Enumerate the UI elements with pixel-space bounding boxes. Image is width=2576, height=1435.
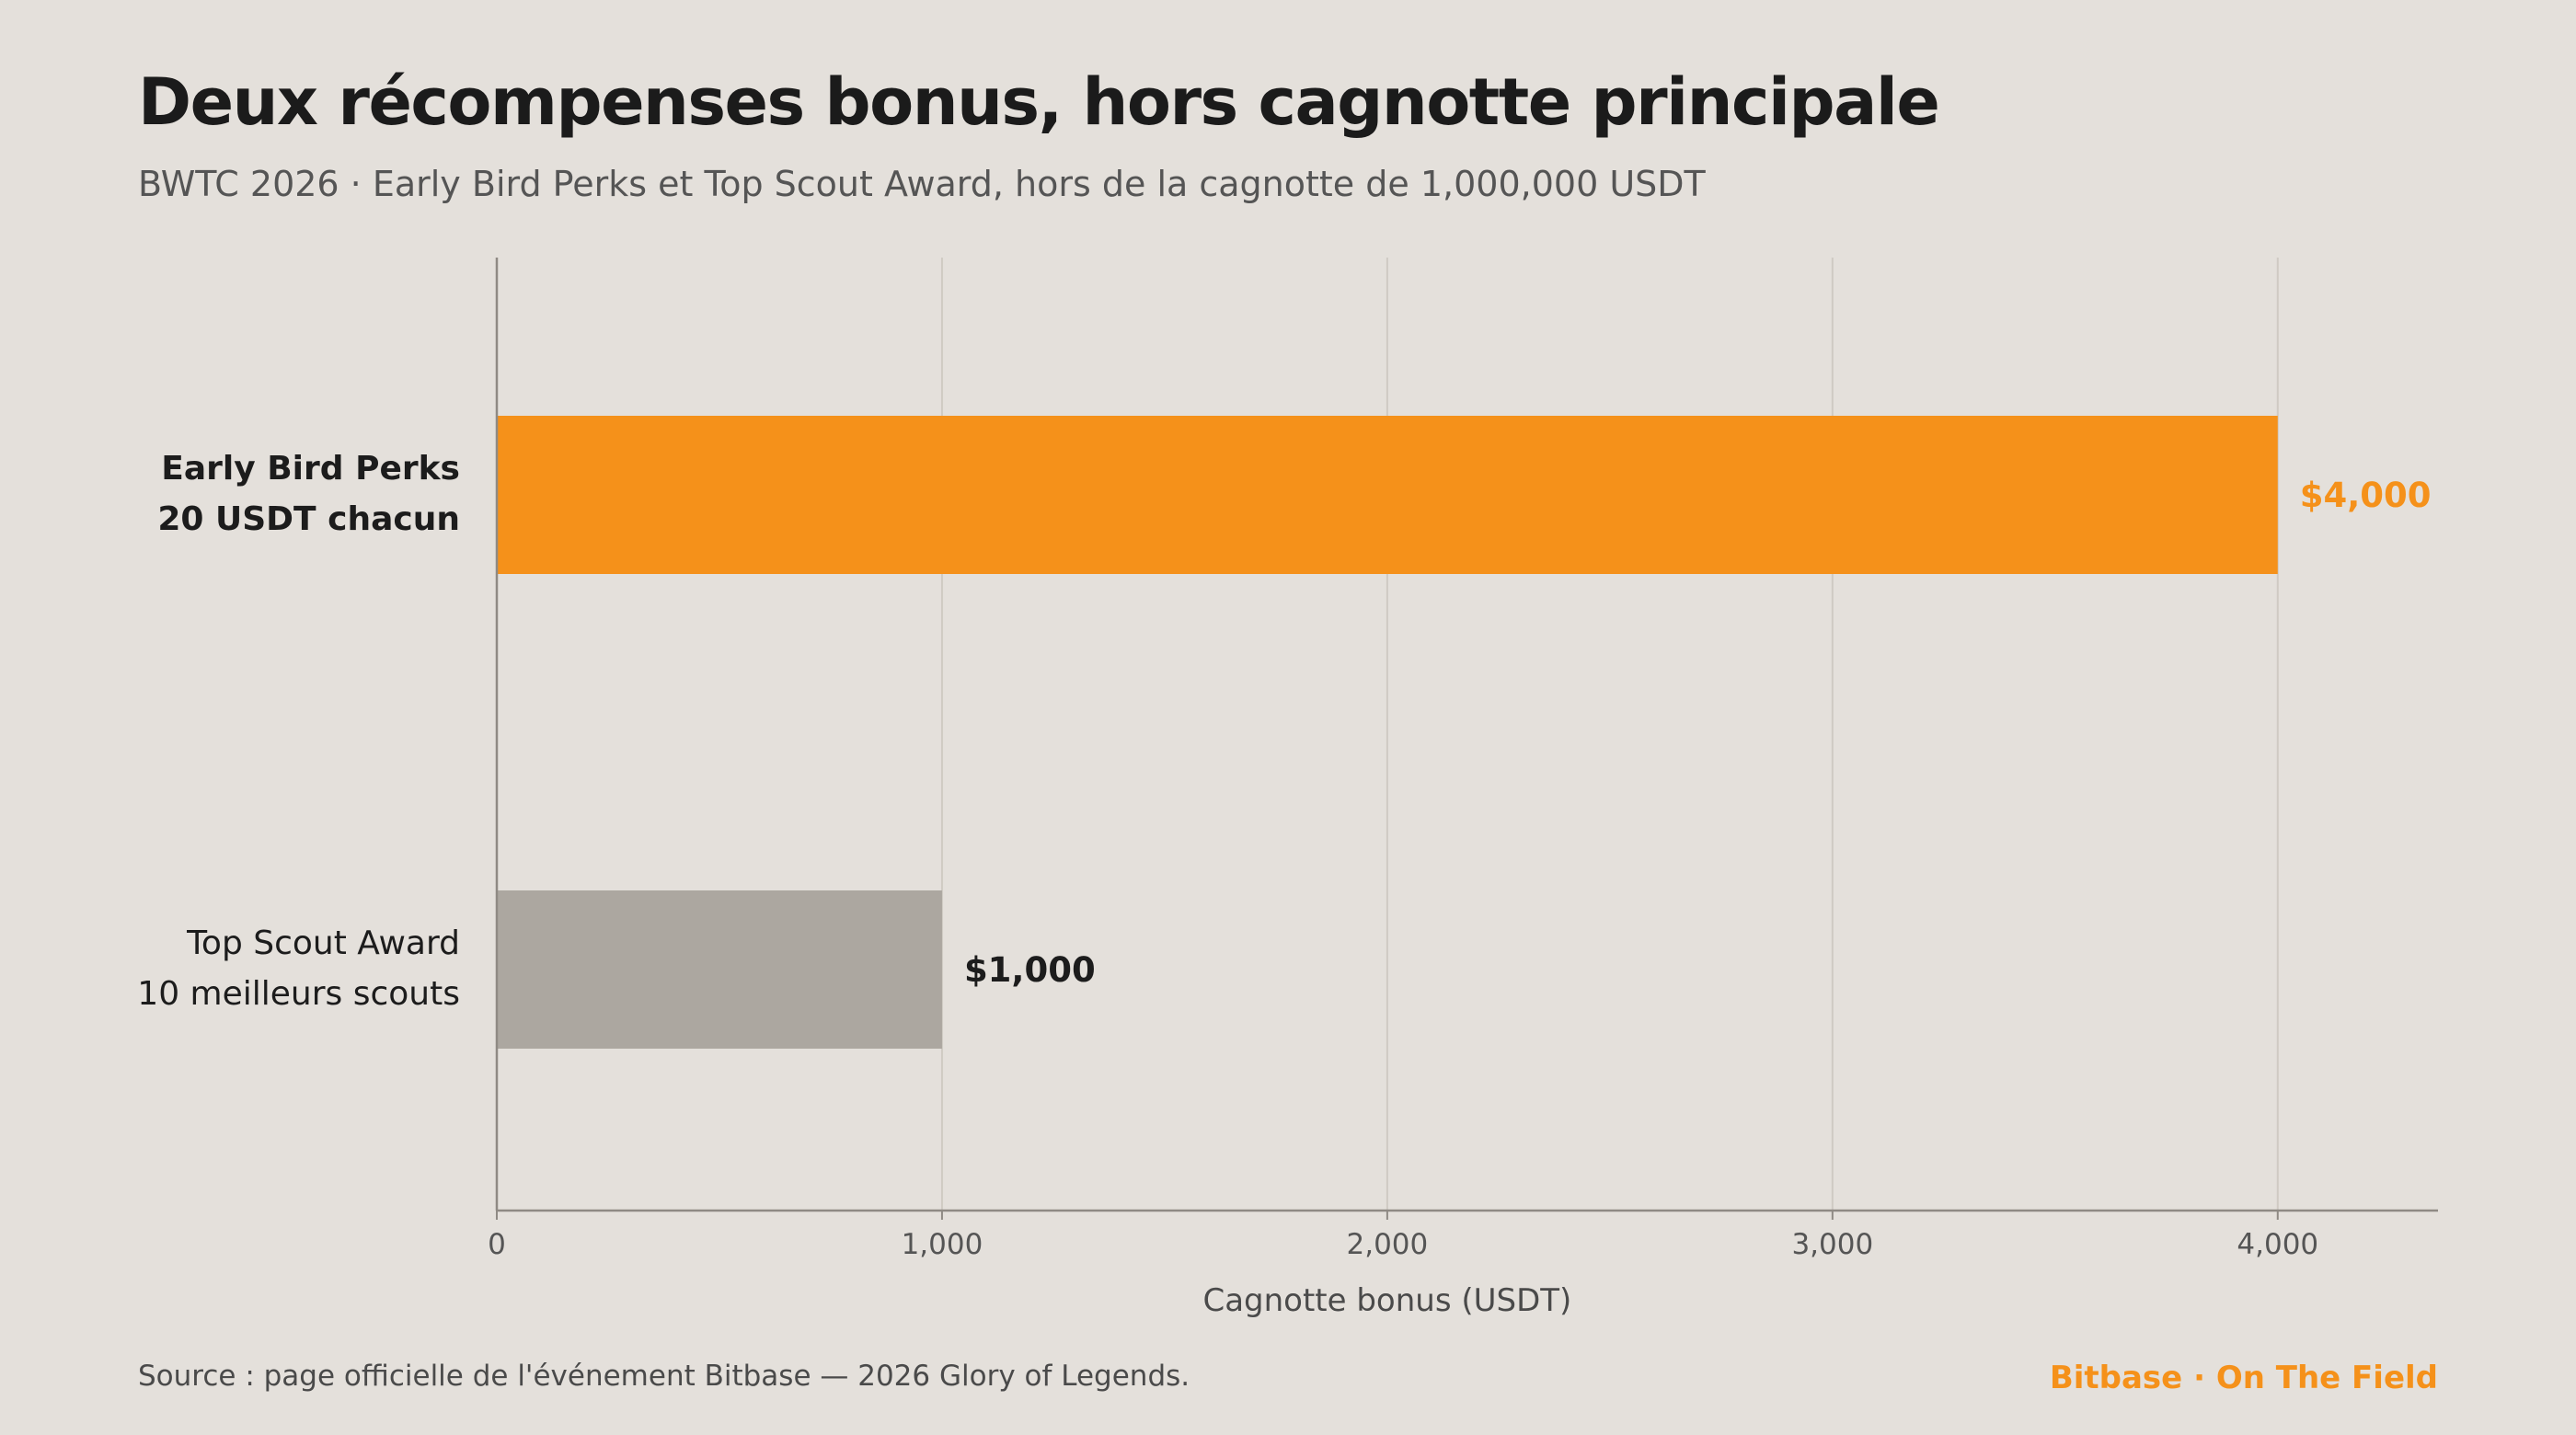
category-label: Top Scout Award (186, 924, 460, 962)
bars (497, 416, 2278, 1049)
chart-subtitle: BWTC 2026 · Early Bird Perks et Top Scou… (138, 164, 1706, 204)
bar (497, 890, 942, 1049)
grid-lines (940, 258, 2279, 1211)
category-label: 20 USDT chacun (157, 500, 460, 538)
brand-label: Bitbase · On The Field (2049, 1360, 2438, 1396)
x-tick-label: 3,000 (1791, 1228, 1873, 1261)
labels: 0 1,000 2,000 3,000 4,000 Cagnotte bonus (USD… (137, 450, 2431, 1319)
x-tick-label: 1,000 (902, 1228, 983, 1261)
source-note: Source : page officielle de l'événement … (138, 1360, 1190, 1393)
x-tick-label: 2,000 (1347, 1228, 1429, 1261)
category-label: 10 meilleurs scouts (137, 975, 460, 1013)
axes (495, 258, 2438, 1220)
category-label: Early Bird Perks (161, 450, 460, 488)
chart-title: Deux récompenses bonus, hors cagnotte pr… (138, 64, 1940, 140)
bar-value-label: $1,000 (964, 950, 1096, 990)
x-tick-label: 4,000 (2237, 1228, 2318, 1261)
bar (497, 416, 2278, 574)
x-axis-label: Cagnotte bonus (USDT) (1202, 1282, 1571, 1319)
x-tick-label: 0 (488, 1228, 506, 1261)
bar-value-label: $4,000 (2300, 476, 2432, 515)
